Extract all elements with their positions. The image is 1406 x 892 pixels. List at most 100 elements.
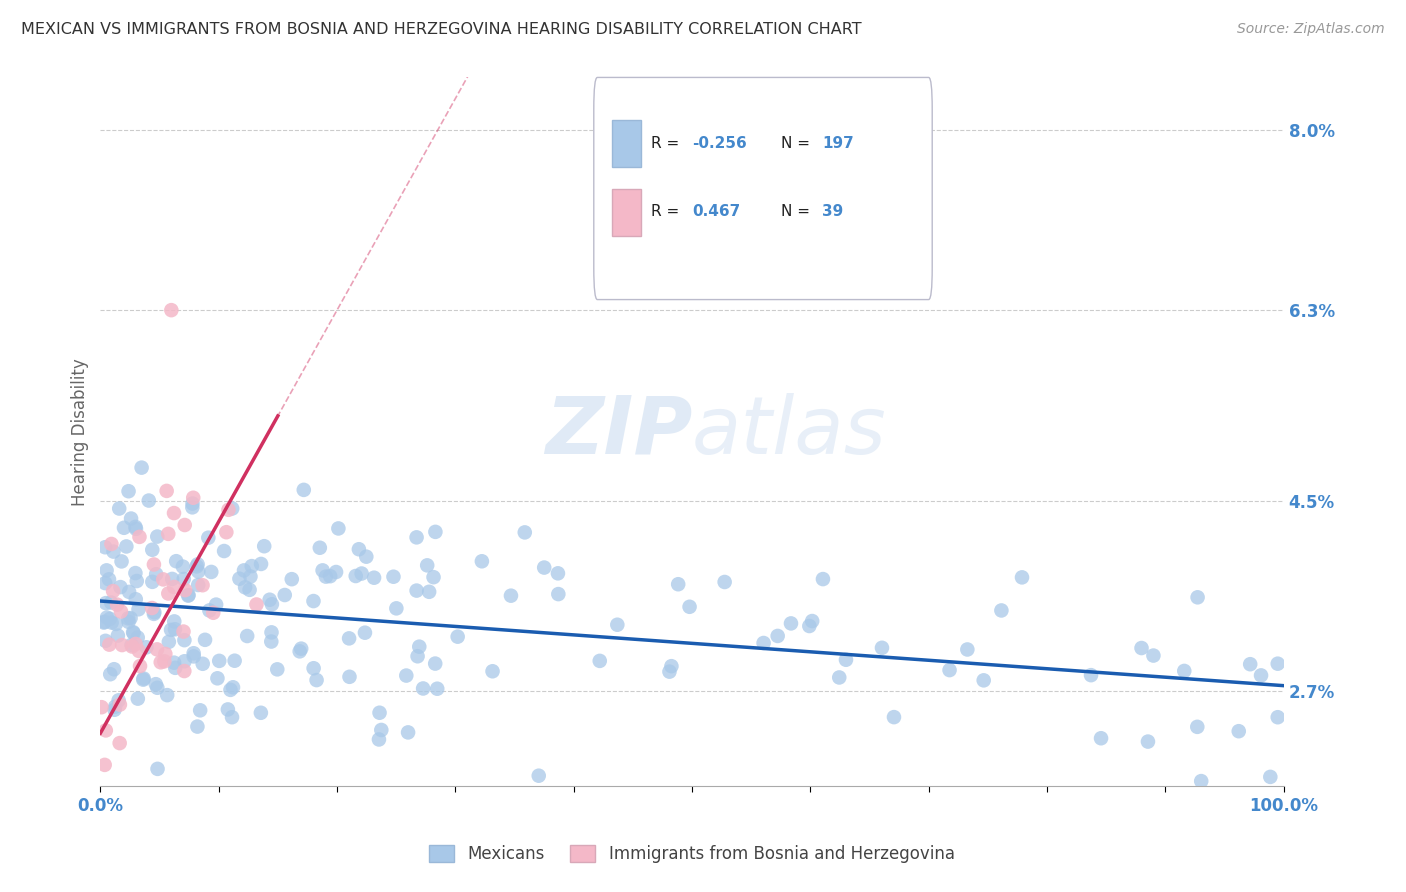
Point xyxy=(666,577,689,591)
Point xyxy=(260,597,283,611)
Point xyxy=(228,572,250,586)
Point xyxy=(713,574,735,589)
Point xyxy=(100,537,122,551)
Point xyxy=(105,598,128,612)
Point xyxy=(117,615,139,629)
Point xyxy=(425,524,447,539)
Point xyxy=(207,671,229,685)
Point xyxy=(513,525,536,540)
Point xyxy=(222,681,245,695)
Bar xyxy=(612,188,641,236)
Point xyxy=(165,554,187,568)
Point xyxy=(149,655,172,669)
Point xyxy=(1080,668,1102,682)
Point xyxy=(120,611,142,625)
Point xyxy=(406,649,429,664)
Text: -0.256: -0.256 xyxy=(692,136,747,151)
Point xyxy=(305,673,328,687)
Point xyxy=(155,647,177,661)
Point xyxy=(115,540,138,554)
Point xyxy=(425,657,447,671)
Point xyxy=(173,664,195,678)
Point xyxy=(132,672,155,686)
Text: 197: 197 xyxy=(823,136,853,151)
Point xyxy=(98,572,121,586)
Point xyxy=(239,582,262,597)
Point xyxy=(499,589,522,603)
Point xyxy=(172,559,194,574)
Point xyxy=(233,563,256,577)
Point xyxy=(186,559,208,574)
Point xyxy=(302,661,325,675)
Point xyxy=(1267,657,1289,671)
Point xyxy=(221,501,243,516)
Point xyxy=(481,665,503,679)
Point xyxy=(163,622,186,636)
Point xyxy=(368,732,391,747)
Point xyxy=(98,638,121,652)
Point xyxy=(157,635,180,649)
Point xyxy=(118,585,141,599)
Point xyxy=(187,565,209,579)
Point xyxy=(141,542,163,557)
Legend: Mexicans, Immigrants from Bosnia and Herzegovina: Mexicans, Immigrants from Bosnia and Her… xyxy=(423,838,962,870)
Point xyxy=(94,596,117,610)
Point xyxy=(107,693,129,707)
Point xyxy=(146,530,169,544)
Point xyxy=(828,670,851,684)
Point xyxy=(1187,720,1209,734)
Point xyxy=(94,576,117,591)
Point xyxy=(212,544,235,558)
Point xyxy=(181,496,204,510)
Point xyxy=(260,634,283,648)
Point xyxy=(395,668,418,682)
Point xyxy=(396,725,419,739)
Point xyxy=(142,558,165,572)
Bar xyxy=(612,120,641,168)
Point xyxy=(1187,591,1209,605)
Point xyxy=(218,503,240,517)
Point xyxy=(174,583,197,598)
Point xyxy=(177,588,200,602)
Point xyxy=(835,653,858,667)
Point xyxy=(938,663,960,677)
Point xyxy=(202,606,225,620)
Point xyxy=(990,603,1012,617)
Point xyxy=(191,578,214,592)
Point xyxy=(426,681,449,696)
Point xyxy=(153,654,176,668)
Point xyxy=(194,632,217,647)
Point xyxy=(128,602,150,616)
Point xyxy=(96,610,118,624)
Point xyxy=(141,574,163,589)
Point xyxy=(135,640,157,655)
Point xyxy=(125,592,148,607)
Point xyxy=(146,762,169,776)
Point xyxy=(101,584,124,599)
Point xyxy=(527,769,550,783)
Point xyxy=(124,566,146,580)
Point xyxy=(412,681,434,696)
Point xyxy=(1227,724,1250,739)
Point xyxy=(100,595,122,609)
Point xyxy=(1250,668,1272,682)
Point xyxy=(408,640,430,654)
Point xyxy=(1173,664,1195,678)
Point xyxy=(780,616,803,631)
Point xyxy=(111,638,134,652)
Point xyxy=(110,580,132,594)
Y-axis label: Hearing Disability: Hearing Disability xyxy=(72,358,89,506)
Point xyxy=(127,631,149,645)
Point xyxy=(146,642,169,657)
Point xyxy=(883,710,905,724)
Point xyxy=(96,563,118,577)
Point xyxy=(368,706,391,720)
Point xyxy=(547,566,569,581)
Point xyxy=(98,612,121,626)
Point xyxy=(311,563,333,577)
Point xyxy=(90,700,112,714)
Point xyxy=(187,558,209,572)
Point xyxy=(198,603,221,617)
Point xyxy=(302,594,325,608)
Point xyxy=(93,757,115,772)
